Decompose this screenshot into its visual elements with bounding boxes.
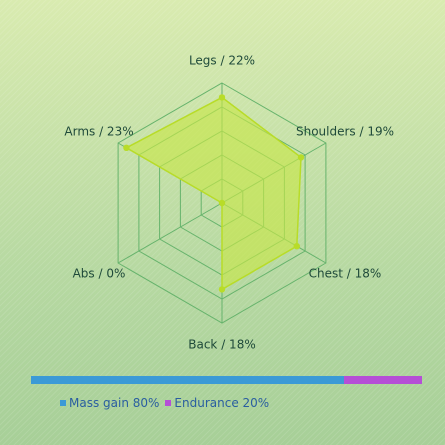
radar-series [123, 94, 305, 293]
axis-label-legs: Legs / 22% [189, 54, 255, 68]
legend-label: Mass gain 80% [69, 396, 160, 410]
axis-label-arms: Arms / 23% [64, 125, 133, 139]
data-point-legs [218, 94, 226, 101]
axis-labels: Legs / 22% Shoulders / 19% Chest / 18% Back… [64, 54, 394, 352]
split-segment-endurance [343, 376, 422, 384]
axis-label-shoulders: Shoulders / 19% [296, 125, 394, 139]
series-area [124, 96, 302, 291]
data-point-chest [293, 243, 300, 250]
data-point-back [218, 286, 226, 293]
data-point-shoulders [297, 154, 305, 161]
axis-label-abs: Abs / 0% [73, 267, 126, 281]
legend-swatch [60, 400, 66, 406]
data-point-arms [123, 144, 130, 151]
legend-item-mass-gain: Mass gain 80% [60, 396, 159, 410]
legend-swatch [165, 400, 172, 406]
grid-spoke [117, 202, 223, 264]
legend-label: Endurance 20% [174, 396, 270, 410]
axis-label-chest: Chest / 18% [309, 267, 382, 281]
legend-item-endurance: Endurance 20% [165, 396, 269, 410]
split-segment-mass-gain [31, 376, 344, 384]
axis-label-back: Back / 18% [188, 338, 255, 352]
data-point-abs [218, 199, 226, 207]
goal-split-bar [31, 376, 422, 384]
legend: Mass gain 80% Endurance 20% [60, 396, 269, 410]
